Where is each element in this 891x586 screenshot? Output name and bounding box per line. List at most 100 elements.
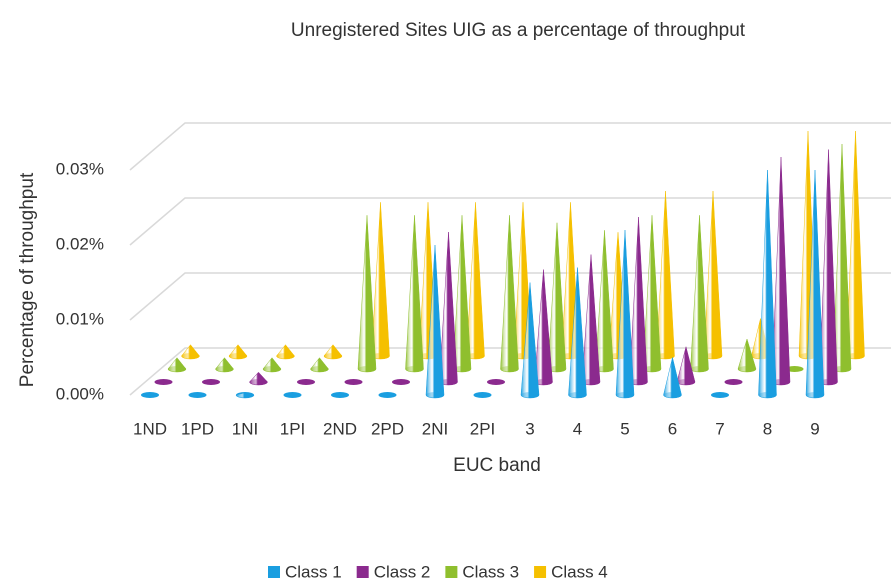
legend-label: Class 4 [551,562,608,581]
cone-base [283,392,302,398]
cone [181,344,200,360]
cone-body [656,190,675,360]
cone-body [323,344,343,360]
cone-body [167,357,187,373]
legend-label: Class 3 [462,562,519,581]
cone [262,357,282,373]
cone-body [310,357,329,373]
x-tick-label: 1PD [181,419,214,438]
cone [656,190,675,360]
cone [357,215,377,373]
cone [805,169,825,399]
cone-body [568,267,587,399]
x-tick-label: 2PI [470,419,496,438]
cone [785,366,804,372]
cone [188,392,207,398]
x-tick-label: 1NI [232,419,258,438]
cone [534,269,553,386]
cone [141,392,159,398]
y-tick-label: 0.03% [56,159,104,178]
cone [235,392,255,399]
cone [452,215,472,373]
cone-body [520,282,540,399]
cone-body [737,338,757,373]
cone [520,282,540,399]
cone [703,190,723,360]
x-tick-label: 2NI [422,419,448,438]
legend-swatch [268,566,280,578]
cone [215,357,234,373]
grid-line [129,122,891,171]
chart-title: Unregistered Sites UIG as a percentage o… [291,20,746,41]
cone [276,344,295,360]
cone [758,169,777,399]
cone [547,222,567,373]
cone [690,215,709,373]
cone-base [378,392,397,398]
cone [737,338,757,373]
cone-body [663,357,682,399]
cone-base [487,379,505,385]
cone-body [805,169,825,399]
cone-body [615,229,635,399]
cone-body [500,215,519,373]
cone-base [188,392,207,398]
cone [615,229,635,399]
cone-body [235,392,255,399]
cone [439,231,458,386]
cone [425,244,445,399]
cone [473,392,492,398]
cone [154,379,173,385]
x-tick-label: 6 [668,419,677,438]
cone-base [711,392,729,398]
x-axis-label: EUC band [453,455,541,476]
legend-swatch [534,566,547,578]
cone-body [703,190,723,360]
legend-label: Class 2 [374,562,431,581]
x-tick-label: 4 [573,419,582,438]
cone-body [758,169,777,399]
legend-swatch [445,566,458,578]
legend-label: Class 1 [285,562,342,581]
cone-body [181,344,200,360]
cone [167,357,187,373]
x-tick-label: 2ND [323,419,357,438]
cone [249,371,268,386]
x-tick-label: 8 [763,419,772,438]
cone-base [473,392,492,398]
cone-body [581,254,601,386]
x-tick-label: 2PD [371,419,404,438]
cone-base [392,379,410,385]
cone-base [141,392,159,398]
x-tick-label: 1PI [280,419,306,438]
cone [392,379,410,385]
cone-base [724,379,743,385]
cone [310,357,329,373]
cone-body [690,215,709,373]
cone-body [215,357,234,373]
y-axis-label: Percentage of throughput [17,172,38,387]
y-tick-label: 0.02% [56,234,104,253]
cone [581,254,601,386]
cone-body [276,344,295,360]
cone-body [547,222,567,373]
cone-body [405,215,424,373]
legend-swatch [356,566,369,578]
x-tick-label: 1ND [133,419,167,438]
cone-body [425,244,445,399]
cone [595,230,614,373]
cone-body [262,357,282,373]
cone-body [534,269,553,386]
cone [323,344,343,360]
cone [228,344,248,360]
cone-base [331,392,349,398]
y-tick-label: 0.00% [56,384,104,403]
cone [331,392,349,398]
cone-base [344,379,363,385]
cone-base [202,379,220,385]
cone-base [297,379,315,385]
cone-base [785,366,804,372]
cone [202,379,220,385]
x-tick-label: 3 [525,419,534,438]
